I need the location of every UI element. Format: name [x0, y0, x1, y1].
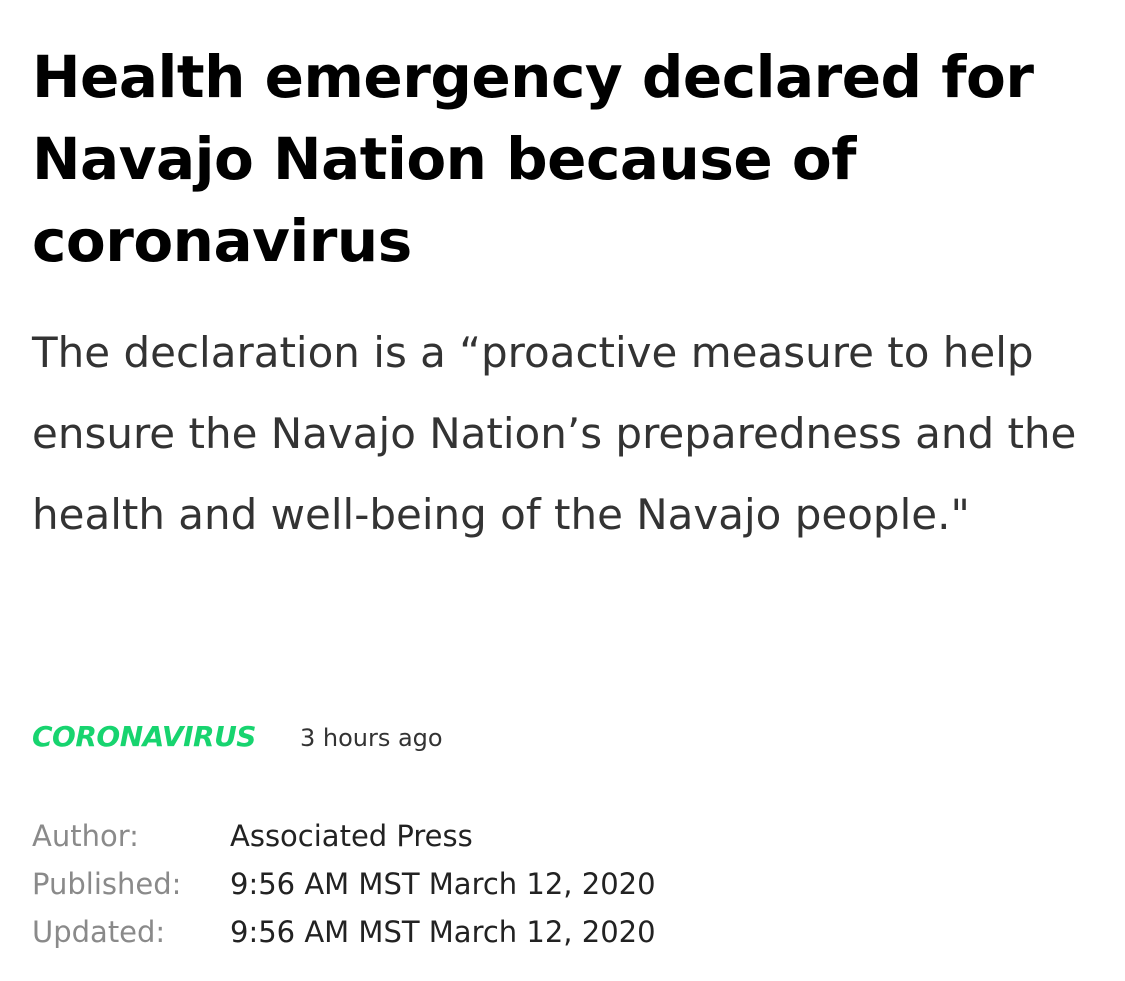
- published-value: 9:56 AM MST March 12, 2020: [230, 867, 656, 901]
- updated-row: Updated: 9:56 AM MST March 12, 2020: [32, 908, 656, 956]
- article: Health emergency declared for Navajo Nat…: [32, 36, 1107, 555]
- category-tag-link[interactable]: CORONAVIRUS: [32, 720, 256, 753]
- article-meta-row: CORONAVIRUS 3 hours ago: [32, 720, 443, 753]
- author-row: Author: Associated Press: [32, 812, 656, 860]
- article-details: Author: Associated Press Published: 9:56…: [32, 812, 656, 956]
- author-label: Author:: [32, 819, 139, 853]
- published-label: Published:: [32, 867, 182, 901]
- time-ago: 3 hours ago: [299, 724, 443, 752]
- article-summary: The declaration is a “proactive measure …: [32, 328, 1077, 539]
- published-row: Published: 9:56 AM MST March 12, 2020: [32, 860, 656, 908]
- headline: Health emergency declared for Navajo Nat…: [32, 43, 1034, 275]
- updated-label: Updated:: [32, 915, 166, 949]
- author-value: Associated Press: [230, 819, 473, 853]
- updated-value: 9:56 AM MST March 12, 2020: [230, 915, 656, 949]
